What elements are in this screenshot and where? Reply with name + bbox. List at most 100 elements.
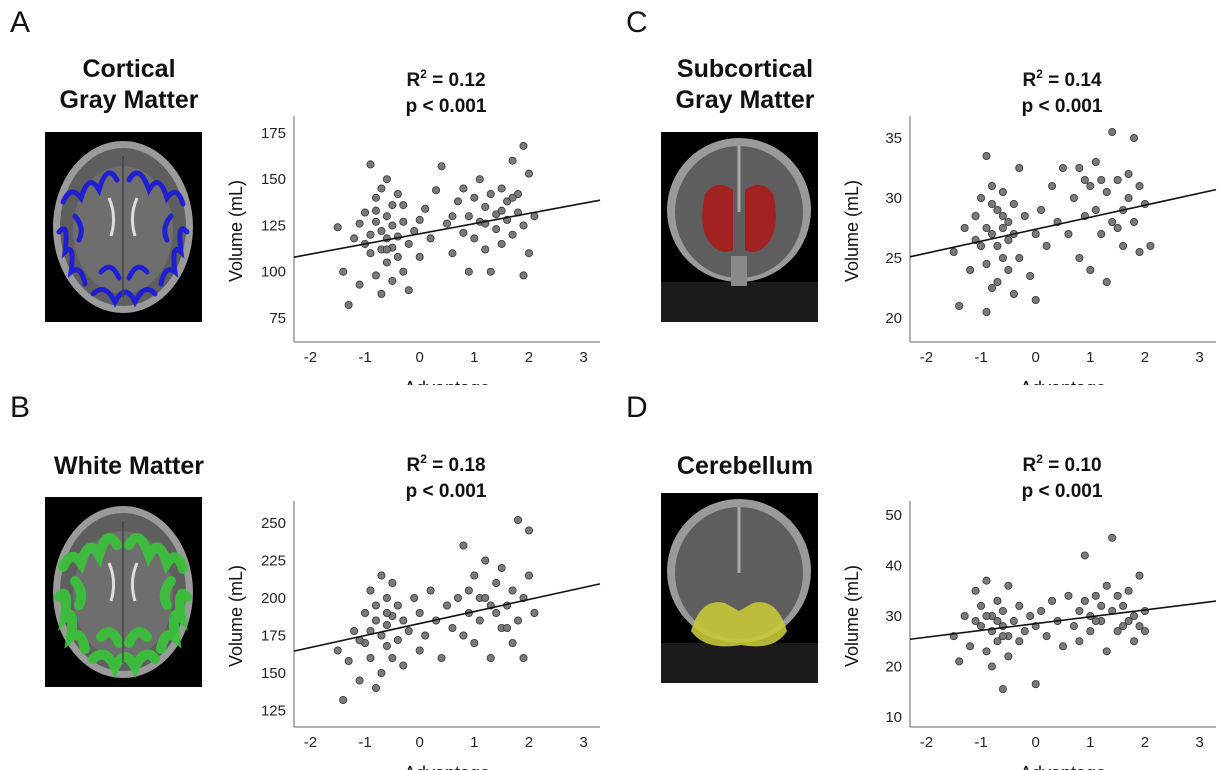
data-point <box>366 249 375 258</box>
data-point <box>393 252 402 261</box>
data-point <box>497 206 506 215</box>
panel-letter: A <box>10 6 31 39</box>
brain-mri-image <box>661 493 818 683</box>
data-point <box>1080 176 1089 185</box>
data-point <box>371 601 380 610</box>
data-point <box>1048 596 1057 605</box>
data-point <box>998 223 1007 232</box>
data-point <box>382 620 391 629</box>
brain-mri-image <box>45 497 202 687</box>
tissue-overlay <box>54 533 192 679</box>
y-tick-label: 250 <box>261 515 286 532</box>
x-tick-label: -2 <box>920 734 933 751</box>
data-point <box>971 617 980 626</box>
data-point <box>1058 642 1067 651</box>
background-lower <box>661 643 818 683</box>
data-point <box>508 193 517 202</box>
overlay-stroke <box>58 533 122 575</box>
data-point <box>1108 217 1117 226</box>
data-point <box>998 187 1007 196</box>
data-point <box>388 201 397 210</box>
data-point <box>1075 253 1084 262</box>
data-point <box>987 229 996 238</box>
data-point <box>339 695 348 704</box>
background-lower <box>661 282 818 322</box>
data-point <box>987 199 996 208</box>
x-tick-label: 0 <box>416 734 424 751</box>
data-point <box>1108 128 1117 137</box>
overlay-stroke <box>156 588 192 654</box>
data-point <box>982 611 991 620</box>
y-tick-label: 25 <box>885 250 902 267</box>
data-point <box>382 641 391 650</box>
data-point <box>448 249 457 258</box>
data-point <box>519 653 528 662</box>
data-point <box>426 234 435 243</box>
data-point <box>366 586 375 595</box>
data-point <box>524 169 533 178</box>
data-point <box>339 267 348 276</box>
overlay-stroke <box>54 588 90 654</box>
data-point <box>993 205 1002 214</box>
r-squared-value: = 0.12 <box>427 70 486 91</box>
subcortical-overlay <box>745 184 776 252</box>
data-point <box>404 626 413 635</box>
data-point <box>1113 591 1122 600</box>
data-point <box>377 571 386 580</box>
data-point <box>366 160 375 169</box>
data-point <box>366 230 375 239</box>
region-title: Cerebellum <box>654 451 836 482</box>
scatter-plot: R2 = 0.18p < 0.001-2 -1 0 1 2 312515017520022… <box>226 452 601 770</box>
data-point <box>393 635 402 644</box>
r-squared-value: = 0.14 <box>1043 70 1102 91</box>
data-point <box>388 653 397 662</box>
y-tick-label: 35 <box>885 130 902 147</box>
r-squared-label: R2 = 0.12 <box>406 67 485 91</box>
overlay-stroke <box>56 226 88 287</box>
x-tick-label: 0 <box>1032 349 1040 366</box>
data-point <box>475 175 484 184</box>
data-point <box>437 162 446 171</box>
data-point <box>524 526 533 535</box>
x-axis-label: Advantage <box>1020 378 1106 385</box>
region-title: Cortical Gray Matter <box>38 54 220 116</box>
data-point <box>1146 241 1155 250</box>
x-tick-label: -1 <box>974 349 987 366</box>
data-point <box>404 286 413 295</box>
data-point <box>1004 652 1013 661</box>
overlay-stroke <box>126 264 150 281</box>
data-point <box>993 241 1002 250</box>
data-point <box>333 223 342 232</box>
x-tick-label: 3 <box>1195 349 1203 366</box>
data-point <box>1140 627 1149 636</box>
y-tick-label: 200 <box>261 590 286 607</box>
data-point <box>1119 601 1128 610</box>
p-value-label: p < 0.001 <box>1022 481 1103 502</box>
data-point <box>492 578 501 587</box>
data-point <box>1004 217 1013 226</box>
scatter-plot: R2 = 0.10p < 0.001-2-101231020304050Adva… <box>842 452 1217 770</box>
data-point <box>497 239 506 248</box>
data-point <box>481 202 490 211</box>
data-point <box>1091 591 1100 600</box>
data-point <box>1113 176 1122 185</box>
data-point <box>464 267 473 276</box>
y-tick-label: 125 <box>261 217 286 234</box>
data-point <box>960 223 969 232</box>
data-point <box>459 631 468 640</box>
ventricles <box>107 562 139 602</box>
overlay-stroke <box>96 627 124 648</box>
data-point <box>1015 637 1024 646</box>
data-point <box>993 617 1002 626</box>
x-tick-label: 3 <box>579 734 587 751</box>
data-point <box>355 280 364 289</box>
data-point <box>1080 551 1089 560</box>
data-point <box>1135 182 1144 191</box>
x-tick-label: 2 <box>1141 349 1149 366</box>
data-point <box>1020 211 1029 220</box>
y-tick-label: 40 <box>885 558 902 575</box>
data-point <box>1048 182 1057 191</box>
data-point <box>448 212 457 221</box>
region-title-line: Gray Matter <box>675 86 815 114</box>
data-point <box>1031 680 1040 689</box>
